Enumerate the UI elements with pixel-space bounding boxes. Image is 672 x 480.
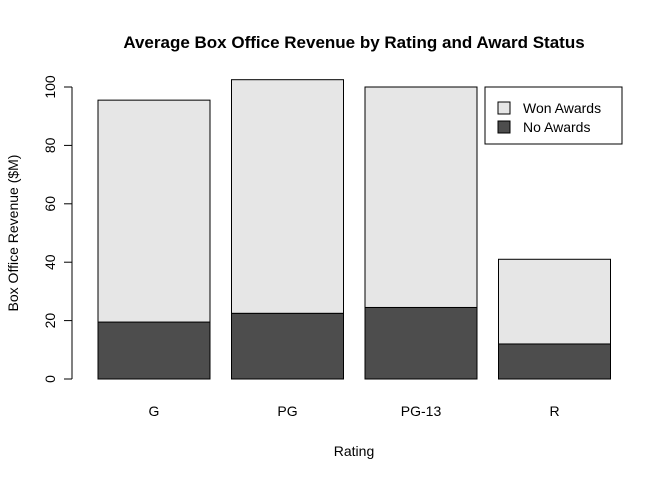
y-tick-label: 20	[42, 313, 58, 329]
legend-box	[484, 86, 623, 145]
y-axis: 0 20 40 60 80 100	[42, 75, 73, 383]
y-axis-label: Box Office Revenue ($M)	[5, 155, 21, 312]
legend-swatch	[497, 120, 511, 134]
bar-no-awards-g	[97, 321, 211, 380]
chart-title: Average Box Office Revenue by Rating and…	[123, 33, 584, 52]
bar-won-awards-g	[97, 99, 211, 323]
y-tick-label: 80	[42, 137, 58, 153]
y-tick-label: 100	[42, 75, 58, 99]
y-tick-label: 60	[42, 196, 58, 212]
bar-no-awards-r	[498, 343, 611, 380]
x-tick-labels: G PG PG-13 R	[149, 403, 560, 419]
x-tick-label: R	[549, 403, 559, 419]
x-tick-label: PG-13	[401, 403, 442, 419]
bar-no-awards-pg-13	[364, 306, 478, 380]
x-tick-label: G	[149, 403, 160, 419]
y-tick-label: 0	[42, 375, 58, 383]
x-axis-label: Rating	[334, 443, 374, 459]
bar-no-awards-pg	[231, 312, 344, 380]
bar-won-awards-pg	[231, 79, 344, 314]
legend-label: No Awards	[523, 119, 590, 135]
bars-group	[97, 79, 611, 380]
legend-label: Won Awards	[523, 100, 601, 116]
legend-swatch	[497, 101, 511, 115]
x-tick-label: PG	[277, 403, 297, 419]
legend: Won Awards No Awards	[484, 86, 623, 145]
bar-won-awards-pg-13	[364, 86, 478, 308]
y-tick-label: 40	[42, 254, 58, 270]
bar-won-awards-r	[498, 258, 611, 345]
